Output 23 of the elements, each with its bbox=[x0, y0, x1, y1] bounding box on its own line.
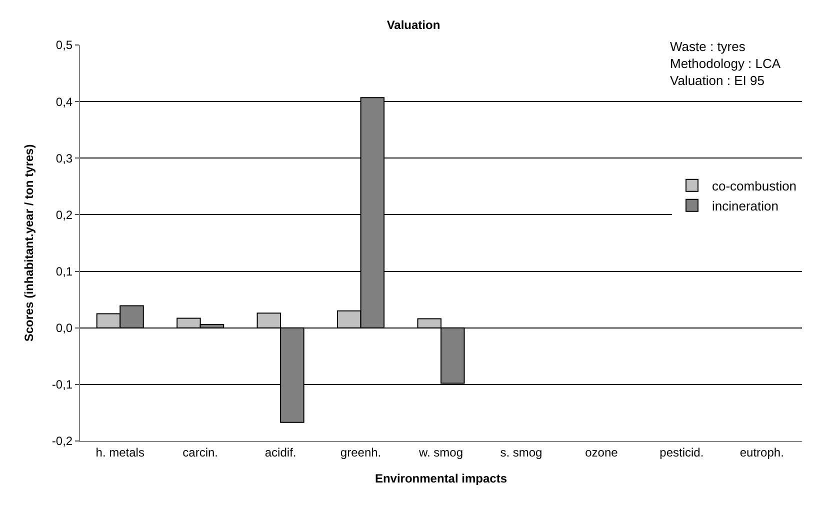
y-tick-label: 0,1 bbox=[56, 264, 73, 278]
annotation: Waste : tyres Methodology : LCA Valuation : EI 95 bbox=[670, 39, 781, 88]
x-tick-label: pesticid. bbox=[660, 445, 704, 460]
y-axis-title: Scores (inhabitant.year / ton tyres) bbox=[22, 144, 36, 342]
y-tick-label: 0,5 bbox=[56, 38, 73, 52]
chart-title: Valuation bbox=[386, 18, 440, 32]
x-axis-title: Environmental impacts bbox=[374, 471, 508, 486]
x-tick-label: ozone bbox=[585, 445, 618, 460]
x-tick-label: carcin. bbox=[182, 445, 218, 460]
y-tick-label: 0,4 bbox=[56, 94, 73, 109]
y-tick-label: 0,0 bbox=[56, 321, 73, 336]
x-tick-label: w. smog bbox=[418, 445, 464, 460]
y-tick-label: 0,3 bbox=[56, 151, 73, 166]
y-tick-label: -0,1 bbox=[52, 378, 73, 392]
x-tick-label: acidif. bbox=[264, 445, 296, 460]
legend-label: incineration bbox=[712, 198, 778, 214]
y-tick-label: -0,2 bbox=[52, 434, 73, 448]
x-tick-label: eutroph. bbox=[740, 445, 784, 460]
x-tick-label: h. metals bbox=[96, 445, 144, 460]
x-tick-label: greenh. bbox=[340, 445, 382, 460]
legend-label: co-combustion bbox=[712, 178, 797, 194]
y-tick-label: 0,2 bbox=[56, 208, 73, 222]
x-tick-label: s. smog bbox=[500, 445, 542, 460]
